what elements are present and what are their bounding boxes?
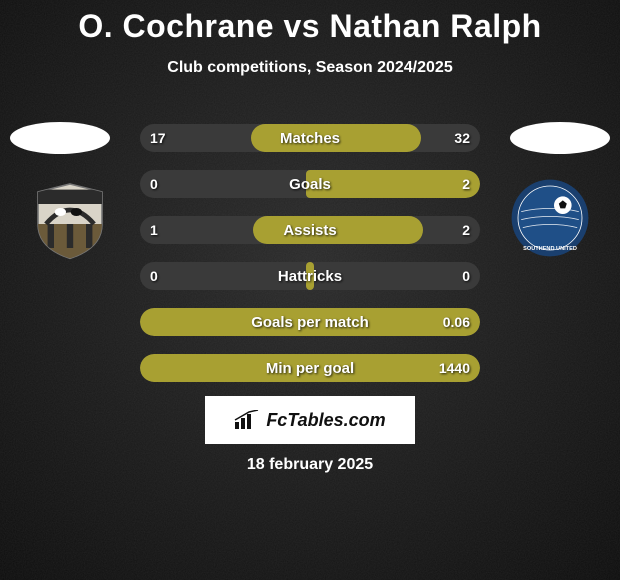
bar-fill-full	[140, 308, 480, 336]
bar-row: Min per goal1440	[140, 354, 480, 382]
bar-row: Goals02	[140, 170, 480, 198]
bar-value-left: 0	[140, 262, 168, 290]
bar-fill-right	[310, 262, 314, 290]
page-title: O. Cochrane vs Nathan Ralph	[0, 0, 620, 45]
chart-icon	[234, 410, 260, 430]
comparison-bars: Matches1732Goals02Assists12Hattricks00Go…	[140, 124, 480, 400]
bar-fill-right	[310, 216, 423, 244]
bar-fill-left	[251, 124, 310, 152]
bar-value-right: 2	[452, 216, 480, 244]
bar-fill-left	[253, 216, 310, 244]
bar-fill-right	[310, 170, 480, 198]
svg-text:SOUTHEND UNITED: SOUTHEND UNITED	[523, 246, 577, 252]
bar-value-left: 17	[140, 124, 176, 152]
footer-logo-text: FcTables.com	[266, 410, 385, 431]
bar-value-left: 0	[140, 170, 168, 198]
bar-row: Assists12	[140, 216, 480, 244]
bar-value-right: 0	[452, 262, 480, 290]
player-right-avatar	[510, 122, 610, 154]
bar-value-left: 1	[140, 216, 168, 244]
bar-fill-right	[310, 124, 421, 152]
bar-fill-full	[140, 354, 480, 382]
club-badge-right: SOUTHEND UNITED	[510, 178, 590, 258]
bar-row: Matches1732	[140, 124, 480, 152]
subtitle: Club competitions, Season 2024/2025	[0, 59, 620, 77]
date-text: 18 february 2025	[0, 456, 620, 474]
club-badge-left	[30, 180, 110, 260]
bar-row: Hattricks00	[140, 262, 480, 290]
footer-logo: FcTables.com	[205, 396, 415, 444]
bar-row: Goals per match0.06	[140, 308, 480, 336]
bar-value-right: 32	[444, 124, 480, 152]
player-left-avatar	[10, 122, 110, 154]
